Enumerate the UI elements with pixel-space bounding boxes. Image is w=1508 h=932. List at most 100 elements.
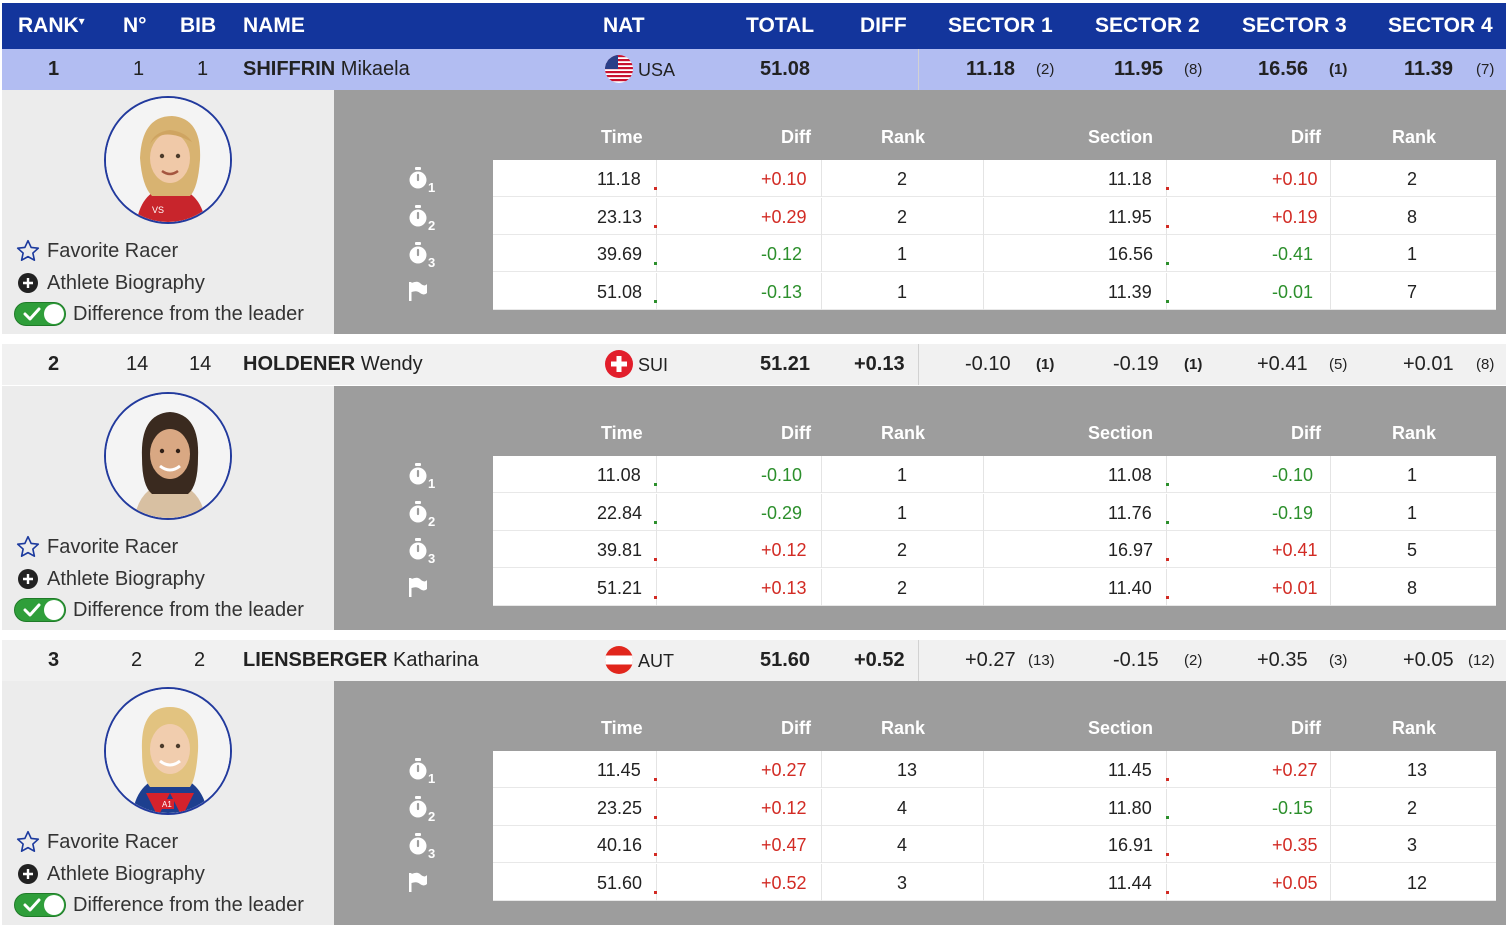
favorite-racer-action[interactable]: Favorite Racer	[15, 829, 178, 855]
sector3-value: +0.35	[1257, 649, 1308, 671]
cell-divider	[1330, 826, 1331, 863]
section-rank: 5	[1407, 540, 1418, 560]
split-diff: -0.12	[761, 244, 803, 264]
split-diff: -0.13	[761, 281, 803, 302]
trend-marker	[1166, 853, 1169, 856]
trend-marker	[654, 224, 657, 228]
trend-marker	[654, 778, 657, 781]
athlete-panel: A1 Favorite Racer Athlete Biography Diff…	[2, 681, 334, 925]
athlete-biography-action[interactable]: Athlete Biography	[15, 861, 205, 887]
racer-last-name: HOLDENER	[243, 353, 356, 375]
split-rank: 1	[897, 244, 908, 264]
cell-divider	[1330, 863, 1331, 901]
split-row: 51.60 +0.52 3 11.44 +0.05 12	[493, 863, 1496, 901]
athlete-photo: VS	[104, 96, 232, 224]
cell-divider	[821, 493, 822, 531]
diff-to-leader: +0.52	[854, 649, 905, 671]
sector2-rank: (8)	[1184, 61, 1203, 78]
split-rank: 2	[897, 169, 908, 189]
split-rank: 1	[897, 502, 908, 523]
trend-marker	[654, 595, 657, 599]
section-diff-column-header: Diff	[1291, 127, 1321, 147]
section-rank: 1	[1407, 502, 1418, 523]
section-time: 11.18	[1108, 169, 1152, 189]
cell-divider	[656, 863, 657, 901]
section-diff: +0.41	[1272, 540, 1318, 560]
diff-from-leader-toggle[interactable]	[14, 302, 66, 326]
split-time: 39.81	[597, 540, 643, 560]
athlete-biography-action[interactable]: Athlete Biography	[15, 566, 205, 592]
usa-flag-icon	[605, 55, 633, 83]
trend-marker	[1166, 778, 1169, 781]
split-number: 2	[428, 217, 436, 233]
sector1-rank: (13)	[1028, 652, 1055, 669]
trend-marker	[1166, 558, 1169, 561]
split-rank: 13	[897, 760, 918, 780]
checkmark-icon	[23, 307, 41, 321]
nat-column-header: NAT	[603, 14, 645, 37]
sector4-value: +0.05	[1403, 649, 1454, 671]
cell-divider	[983, 863, 984, 901]
cell-divider	[1166, 863, 1167, 901]
favorite-racer-label: Favorite Racer	[47, 830, 179, 853]
diff-to-leader: +0.13	[854, 353, 905, 375]
trend-marker	[1166, 520, 1169, 524]
split-time: 11.45	[597, 760, 641, 780]
cell-divider	[983, 272, 984, 310]
finish-flag-icon	[406, 870, 436, 898]
split-number: 1	[428, 180, 436, 195]
section-diff: -0.19	[1272, 502, 1314, 523]
trend-marker	[1166, 483, 1169, 486]
cell-divider	[1330, 788, 1331, 826]
diff-from-leader-toggle[interactable]	[14, 598, 66, 622]
bib-value: 14	[189, 353, 212, 375]
start-number-value: 2	[131, 649, 143, 671]
sector1-value: -0.10	[965, 353, 1011, 375]
cell-divider	[1330, 568, 1331, 606]
split-times-table: 11.45 +0.27 13 11.45 +0.27 13 23.25 +0.12 4 11.80…	[493, 751, 1496, 901]
favorite-racer-action[interactable]: Favorite Racer	[15, 534, 178, 560]
cell-divider	[656, 826, 657, 863]
racer-row[interactable]: 1 1 1 SHIFFRIN Mikaela USA 51.08 11.18 (2…	[2, 49, 1506, 90]
trend-marker	[1166, 595, 1169, 599]
split-time: 39.69	[597, 244, 643, 264]
section-rank-column-header: Rank	[1392, 127, 1437, 147]
cell-divider	[1166, 788, 1167, 826]
racer-name[interactable]: LIENSBERGER Katharina	[243, 649, 479, 672]
diff-from-leader-toggle[interactable]	[14, 893, 66, 917]
split-time: 51.08	[597, 281, 643, 302]
checkmark-icon	[23, 898, 41, 912]
racer-name[interactable]: SHIFFRIN Mikaela	[243, 58, 410, 81]
stopwatch-icon: 2	[406, 204, 436, 233]
rank-column-header[interactable]: RANK▾	[18, 14, 85, 37]
rank-value: 2	[48, 353, 60, 375]
total-time: 51.08	[760, 58, 811, 80]
section-rank-column-header: Rank	[1392, 423, 1437, 443]
bib-value: 2	[194, 649, 206, 671]
racer-details: Favorite Racer Athlete Biography Differe…	[2, 386, 1506, 630]
split-row: 11.45 +0.27 13 11.45 +0.27 13	[493, 751, 1496, 788]
sector2-value: -0.15	[1113, 649, 1159, 671]
athlete-biography-action[interactable]: Athlete Biography	[15, 270, 205, 296]
split-row: 51.08 -0.13 1 11.39 -0.01 7	[493, 272, 1496, 310]
trend-marker	[1166, 187, 1169, 190]
sector4-rank: (12)	[1468, 652, 1495, 669]
trend-marker	[1166, 299, 1169, 303]
start-number-value: 14	[126, 353, 149, 375]
racer-row[interactable]: 3 2 2 LIENSBERGER Katharina AUT 51.60 +0…	[2, 640, 1506, 681]
section-column-header: Section	[1088, 423, 1154, 443]
cell-divider	[821, 751, 822, 788]
cell-divider	[656, 531, 657, 568]
favorite-racer-action[interactable]: Favorite Racer	[15, 238, 178, 264]
section-rank: 2	[1407, 797, 1418, 818]
sector1-value: 11.18	[966, 58, 1015, 80]
star-outline-icon	[15, 534, 41, 560]
start-number-value: 1	[133, 58, 145, 80]
section-rank: 12	[1407, 872, 1428, 893]
split-number: 2	[428, 808, 436, 824]
racer-row[interactable]: 2 14 14 HOLDENER Wendy SUI 51.21 +0.13 -…	[2, 344, 1506, 385]
checkmark-icon	[23, 603, 41, 617]
racer-name[interactable]: HOLDENER Wendy	[243, 353, 423, 376]
cell-divider	[656, 751, 657, 788]
name-column-header: NAME	[243, 14, 305, 37]
